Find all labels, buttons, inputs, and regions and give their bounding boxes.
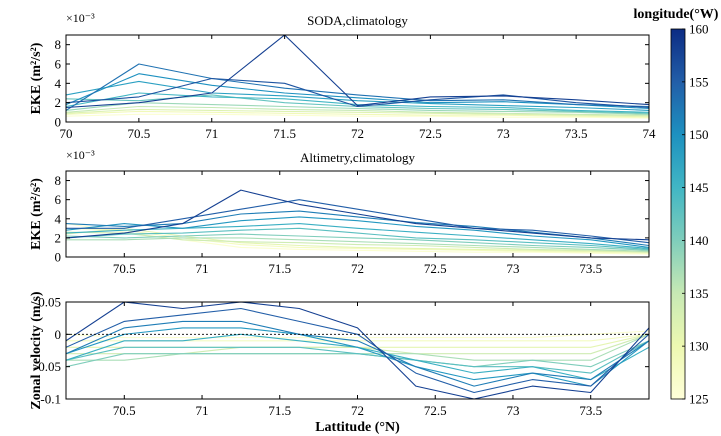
x-tick-label: 72.5 [419, 126, 442, 141]
y-tick-label: 0 [55, 327, 62, 342]
x-tick-label: 71 [196, 403, 209, 418]
x-axis-label: Lattitude (°N) [315, 420, 400, 435]
colorbar-tick-label: 155 [689, 74, 709, 89]
colorbar-tick-label: 145 [689, 180, 709, 195]
x-tick-label: 71 [196, 261, 209, 276]
x-tick-label: 73 [506, 403, 519, 418]
y-tick-label: 4 [55, 211, 62, 226]
x-tick-label: 74 [643, 126, 657, 141]
series-line [66, 77, 649, 109]
x-tick-label: 72 [351, 403, 364, 418]
x-tick-label: 71 [205, 126, 218, 141]
y-axis-label: Zonal velocity (m/s) [29, 291, 44, 410]
panel-title: SODA,climatology [307, 13, 408, 28]
series-line [66, 307, 649, 394]
x-tick-label: 71.5 [268, 261, 291, 276]
series-line [66, 302, 649, 399]
y-tick-label: 2 [55, 95, 62, 110]
y-tick-label: 2 [55, 230, 62, 245]
series-line [66, 102, 649, 115]
panel-3: 70.5 71 71.5 72 72.5 73 73.5 0.05 0 -0.05 -0.1Zona… [29, 291, 650, 435]
x-tick-label: 71.5 [268, 403, 291, 418]
colorbar: 160 155 150 145 140 135 130 125 longitude(°W) [634, 7, 719, 407]
series-line [66, 189, 649, 241]
x-tick-label: 73.5 [565, 126, 588, 141]
series-line [66, 113, 649, 119]
y-multiplier: ×10⁻³ [66, 148, 95, 162]
x-tick-label: 70.5 [128, 126, 151, 141]
y-multiplier: ×10⁻³ [66, 11, 95, 25]
series-line [66, 73, 649, 110]
y-tick-label: 8 [55, 37, 62, 52]
series-line [66, 35, 649, 109]
colorbar-tick-label: 125 [689, 392, 709, 407]
series-group [66, 35, 649, 119]
series-line [66, 227, 649, 250]
colorbar-gradient [670, 28, 686, 400]
x-tick-label: 70 [60, 126, 73, 141]
panel-2: 70.5 71 71.5 72 72.5 73 73.5 0 2 4 6 8 ×10⁻³ Altimetr… [29, 148, 650, 276]
series-line [66, 210, 649, 247]
x-tick-label: 73 [506, 261, 519, 276]
x-tick-label: 72.5 [424, 261, 447, 276]
colorbar-tick-label: 130 [689, 339, 709, 354]
series-line [66, 330, 649, 339]
x-tick-label: 73 [497, 126, 510, 141]
y-tick-label: -0.1 [40, 392, 61, 407]
series-line [66, 199, 649, 244]
y-tick-label: 0 [55, 250, 62, 265]
panel-1: 70 70.5 71 71.5 72 72.5 73 73.5 74 0 2 4 6 8 ×10⁻³ SODA… [29, 11, 656, 141]
axes-box [65, 301, 650, 400]
colorbar-tick-label: 150 [689, 127, 709, 142]
series-line [66, 227, 649, 254]
y-axis-label: EKE (m²/s²) [29, 42, 44, 114]
series-line [66, 105, 649, 116]
series-group [66, 302, 649, 399]
series-line [66, 320, 649, 387]
colorbar-title: longitude(°W) [634, 7, 719, 22]
series-line [66, 63, 649, 111]
series-line [66, 340, 649, 374]
series-line [66, 237, 649, 252]
panel-title: Altimetry,climatology [300, 150, 416, 165]
x-tick-label: 72.5 [424, 403, 447, 418]
y-tick-label: 0 [55, 115, 62, 130]
series-line [66, 80, 649, 111]
x-tick-label: 70.5 [113, 403, 136, 418]
x-tick-label: 72 [351, 261, 364, 276]
series-line [66, 108, 649, 117]
colorbar-tick-label: 160 [689, 22, 709, 37]
series-line [66, 110, 649, 118]
y-tick-label: 6 [55, 57, 62, 72]
series-line [66, 233, 649, 251]
x-tick-label: 70.5 [113, 261, 136, 276]
y-tick-label: 6 [55, 192, 62, 207]
series-line [66, 223, 649, 249]
colorbar-tick-label: 140 [689, 233, 709, 248]
colorbar-tick-label: 135 [689, 286, 709, 301]
y-tick-label: 8 [55, 173, 62, 188]
x-tick-label: 73.5 [579, 261, 602, 276]
y-tick-label: 0.05 [38, 295, 61, 310]
series-line [66, 92, 649, 113]
y-tick-label: 4 [55, 76, 62, 91]
x-tick-label: 72 [351, 126, 364, 141]
x-tick-label: 73.5 [579, 403, 602, 418]
series-group [66, 189, 649, 255]
x-tick-label: 71.5 [273, 126, 296, 141]
y-axis-label: EKE (m²/s²) [29, 178, 44, 250]
y-tick-label: -0.05 [34, 359, 61, 374]
series-line [66, 327, 649, 387]
series-line [66, 231, 649, 253]
